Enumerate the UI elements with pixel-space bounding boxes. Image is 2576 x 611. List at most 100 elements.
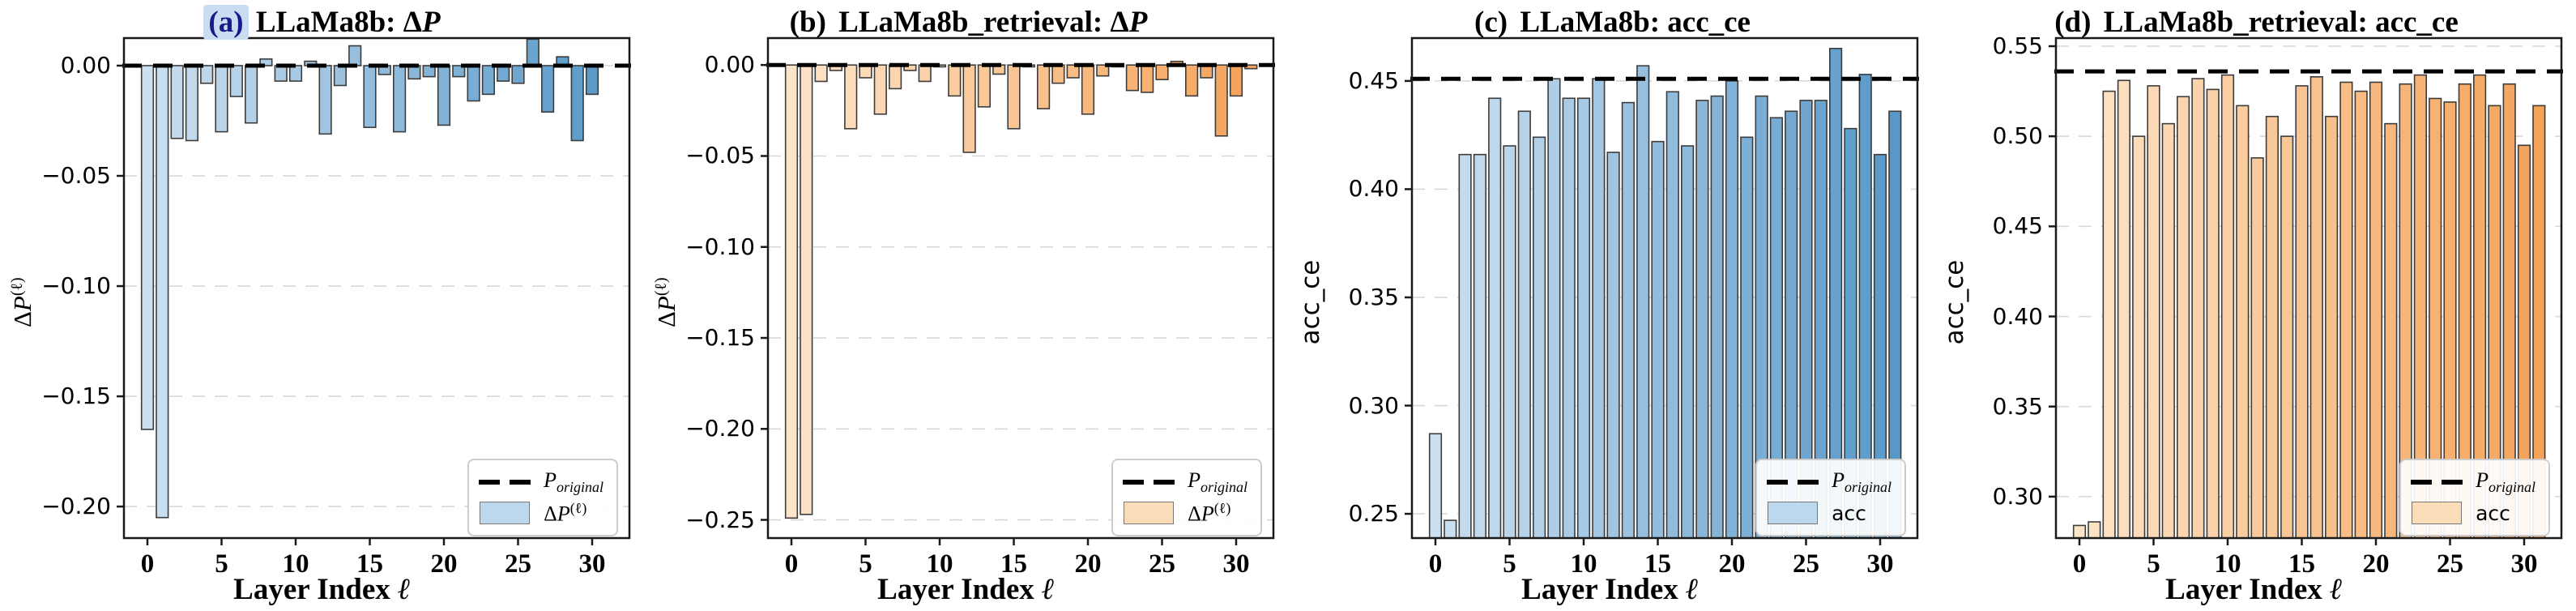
bar-layer-10	[1576, 97, 1591, 539]
y-tick-label: 0.40	[1992, 302, 2043, 330]
bar-layer-13	[2265, 115, 2280, 539]
bar-layer-1	[2088, 521, 2101, 539]
bar-layer-3	[1473, 153, 1487, 539]
bar-layer-12	[962, 64, 976, 153]
y-tick-label: 0.45	[1992, 212, 2043, 240]
legend-p-sub: original	[1844, 479, 1891, 496]
legend-patch-sample	[1123, 502, 1175, 524]
bar-layer-19	[422, 65, 436, 78]
legend-p: P	[544, 468, 557, 492]
y-tick-label: 0.50	[1992, 122, 2043, 150]
legend-color-patch	[2412, 502, 2463, 524]
chart-panel-d: (d) LLaMa8b_retrieval: acc_ce acc_ce 0.55 0…	[1932, 0, 2576, 611]
y-tick-label: −0.20	[685, 415, 755, 442]
y-tick-label: 0.40	[1348, 175, 1399, 203]
x-axis-label: Layer Index ℓ	[644, 572, 1288, 607]
x-tick-label: 10	[2214, 549, 2241, 579]
panel-title-metric: ΔP	[403, 6, 441, 39]
x-tick-label: 0	[2072, 549, 2087, 579]
legend-p-sub: original	[2488, 479, 2535, 496]
x-tick-label: 15	[1644, 549, 1671, 579]
x-tick-label: 20	[2362, 549, 2390, 579]
bar-layer-18	[1695, 100, 1709, 539]
bar-layer-13	[1621, 101, 1636, 539]
bar-layer-2	[170, 65, 184, 139]
bar-layer-20	[437, 65, 451, 126]
bar-layer-14	[2280, 135, 2294, 539]
plot-area-a	[117, 36, 631, 545]
bar-layer-1	[800, 64, 813, 515]
bar-layer-13	[977, 64, 992, 108]
y-tick-label: 0.35	[1992, 392, 2043, 420]
bar-layer-10	[288, 65, 303, 82]
chart-panel-c: (c) LLaMa8b: acc_ce acc_ce 0.45 0.40 0.35 0.3…	[1288, 0, 1932, 611]
legend-p: P	[2476, 468, 2489, 492]
legend-series-label: acc	[1832, 501, 1866, 525]
bar-layer-14	[1636, 65, 1650, 539]
bar-layer-6	[873, 64, 887, 115]
bar-layer-11	[2236, 105, 2250, 539]
bar-layer-12	[318, 65, 332, 135]
ylabel-P: P	[8, 296, 37, 312]
chart-panel-a: (a) LLaMa8b: ΔP ΔP(ℓ) 0.00 −0.05 −0.10 −0.15−…	[0, 0, 644, 611]
legend-item-p-original: Poriginal	[2411, 467, 2535, 498]
x-label-symbol: ℓ	[1042, 573, 1055, 606]
legend-item-series: ΔP(ℓ)	[479, 498, 603, 528]
x-tick-label: 25	[1793, 549, 1819, 579]
bar-layer-26	[526, 38, 540, 66]
bar-layer-18	[2339, 81, 2353, 539]
bar-layer-8	[1547, 78, 1561, 539]
legend-item-series: ΔP(ℓ)	[1123, 498, 1247, 528]
legend: Poriginal ΔP(ℓ)	[1111, 459, 1262, 536]
bar-layer-21	[1740, 136, 1754, 539]
bar-layer-23	[1125, 64, 1139, 92]
legend-item-series: acc	[2411, 498, 2535, 528]
bar-layer-30	[585, 65, 599, 96]
legend-dash-sample	[2411, 480, 2463, 485]
bar-layer-10	[2220, 74, 2235, 539]
panel-tag: (b)	[789, 6, 826, 39]
bar-layer-30	[1229, 64, 1243, 97]
bar-layer-0	[784, 64, 799, 519]
y-tick-label: −0.20	[41, 493, 111, 520]
axes-box	[122, 36, 631, 540]
x-tick-label: 15	[2288, 549, 2315, 579]
bar-layer-6	[229, 65, 243, 97]
panel-title-a: (a) LLaMa8b: ΔP	[0, 5, 644, 40]
legend-item-p-original: Poriginal	[1123, 467, 1247, 498]
legend: Poriginal acc	[1755, 459, 1906, 536]
bar-layer-12	[1606, 152, 1620, 539]
y-tick-label: 0.00	[704, 51, 755, 79]
x-tick-label: 30	[1222, 549, 1250, 579]
panel-title-name: LLaMa8b:	[255, 6, 396, 39]
bar-layer-6	[2161, 122, 2175, 539]
x-tick-label: 25	[2437, 549, 2463, 579]
bar-layer-0	[2072, 524, 2087, 539]
title-math-P: P	[1128, 6, 1148, 39]
bar-layer-8	[259, 58, 273, 66]
y-axis-label: acc_ce	[1296, 259, 1325, 345]
y-tick-label: −0.10	[685, 233, 755, 260]
bar-layer-9	[274, 65, 288, 82]
legend-delta: Δ	[1188, 502, 1201, 526]
bar-layer-20	[1725, 80, 1739, 539]
bar-layer-15	[1007, 64, 1021, 130]
bar-layer-11	[948, 64, 962, 97]
x-label-text: Layer Index	[1521, 573, 1678, 606]
bar-layer-8	[2191, 78, 2205, 539]
ylabel-sup: (ℓ)	[651, 277, 670, 297]
legend-delta-P: P	[557, 502, 570, 526]
bar-layer-21	[452, 65, 466, 78]
bar-layer-0	[1428, 433, 1443, 539]
panel-title-b: (b) LLaMa8b_retrieval: ΔP	[644, 5, 1288, 40]
bar-layer-9	[918, 64, 932, 83]
panel-tag: (d)	[2054, 6, 2092, 39]
bar-layer-2	[2102, 90, 2116, 539]
bar-layer-3	[2117, 79, 2131, 539]
y-axis-label: ΔP(ℓ)	[7, 277, 37, 328]
bar-layer-19	[1710, 95, 1724, 539]
x-tick-label: 10	[926, 549, 953, 579]
bar-layer-4	[200, 65, 214, 84]
bar-layer-15	[363, 65, 377, 128]
y-tick-label: −0.05	[41, 162, 111, 190]
